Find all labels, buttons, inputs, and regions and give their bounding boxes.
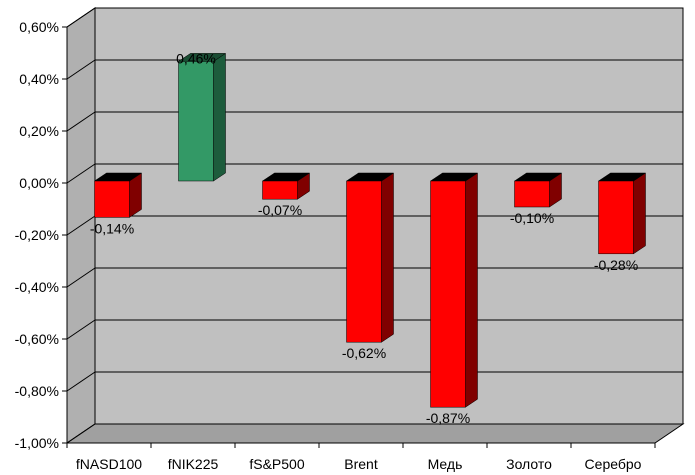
bar [345, 172, 395, 343]
bar-side [465, 172, 478, 408]
y-tick-label: 0,40% [19, 71, 59, 87]
y-tick-label: -0,60% [15, 331, 59, 347]
y-tick-label: -0,80% [15, 383, 59, 399]
bar-front [514, 180, 550, 208]
gridline-side [66, 319, 96, 340]
bar [261, 172, 311, 200]
data-label: -0,28% [594, 257, 638, 273]
bar-front [346, 180, 382, 343]
data-label: -0,14% [90, 220, 134, 236]
axes [62, 26, 656, 448]
bar-front [262, 180, 298, 200]
x-tick-label: Медь [428, 456, 463, 472]
bar [177, 52, 227, 182]
x-tick-label: Серебро [585, 456, 642, 472]
x-tick-label: fNIK225 [168, 456, 219, 472]
y-axis-tick-labels: 0,60% 0,40% 0,20% 0,00% -0,20% -0,40% -0,60% -0… [15, 19, 59, 451]
data-label: -0,62% [342, 345, 386, 361]
bar-front [598, 180, 634, 255]
y-tick-label: 0,60% [19, 19, 59, 35]
bar-front [430, 180, 466, 408]
gridline-side [66, 423, 96, 444]
data-label: 0,46% [176, 50, 216, 66]
bar [429, 172, 479, 408]
bar-side [381, 172, 394, 343]
x-axis-tick-labels: fNASD100 fNIK225 fS&P500 Brent Медь Золото Сер… [76, 456, 642, 472]
bars [93, 52, 647, 408]
y-tick-label: 0,00% [19, 175, 59, 191]
bar [513, 172, 563, 208]
x-tick-label: Brent [344, 456, 378, 472]
x-tick-label: fS&P500 [249, 456, 304, 472]
gridline-side [66, 215, 96, 236]
bar-front [94, 180, 130, 218]
floor [65, 423, 685, 444]
x-tick-label: fNASD100 [76, 456, 142, 472]
bar [93, 172, 143, 218]
gridline-side [66, 111, 96, 132]
y-tick-label: -1,00% [15, 435, 59, 451]
bar-side [633, 172, 646, 255]
data-label: -0,87% [426, 410, 470, 426]
x-tick-label: Золото [506, 456, 552, 472]
bar-side [213, 52, 226, 182]
y-tick-label: -0,40% [15, 279, 59, 295]
data-label: -0,07% [258, 202, 302, 218]
gridline-side [66, 59, 96, 80]
data-label: -0,10% [510, 210, 554, 226]
bar [597, 172, 647, 255]
y-tick-label: -0,20% [15, 227, 59, 243]
gridline-side [66, 7, 96, 28]
y-tick-label: 0,20% [19, 123, 59, 139]
gridline-side [66, 267, 96, 288]
data-labels: -0,14% 0,46% -0,07% -0,62% -0,87% -0,10% -0,28… [90, 50, 638, 426]
bar-front [178, 61, 214, 182]
gridline-side [66, 371, 96, 392]
gridline-side [66, 163, 96, 184]
